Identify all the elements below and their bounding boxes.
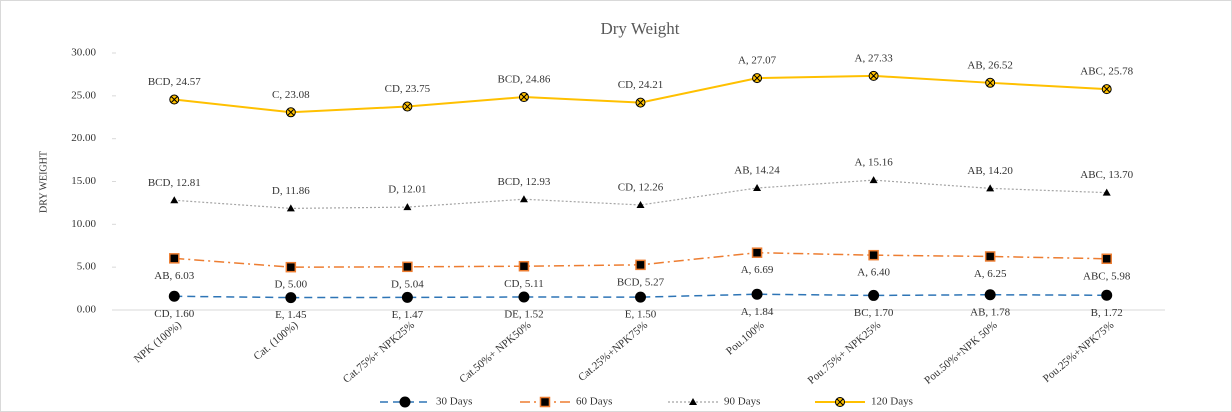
point: [518, 260, 530, 272]
y-tick-label: 30.00: [71, 47, 96, 59]
data-label: AB, 6.03: [154, 270, 195, 282]
data-label: AB, 1.78: [970, 306, 1011, 318]
chart-title: Dry Weight: [600, 19, 679, 38]
data-label: BC, 1.70: [854, 307, 894, 319]
point: [636, 200, 645, 208]
point: [285, 261, 297, 273]
data-label: AB, 26.52: [967, 59, 1013, 71]
data-label: CD, 24.21: [618, 79, 664, 91]
y-tick-label: 25.00: [71, 89, 96, 101]
point: [1101, 84, 1112, 95]
point: [635, 291, 646, 303]
data-label: CD, 1.60: [154, 308, 195, 320]
point: [519, 195, 528, 203]
data-label: CD, 5.11: [504, 278, 544, 290]
point: [168, 290, 180, 302]
data-label: D, 11.86: [272, 185, 310, 197]
point: [1101, 289, 1113, 301]
point: [402, 101, 413, 112]
data-label: A, 15.16: [855, 157, 894, 169]
legend-label: 60 Days: [576, 396, 612, 408]
data-label: C, 23.08: [272, 89, 310, 101]
data-label: BCD, 24.86: [498, 74, 551, 86]
point: [751, 288, 763, 300]
data-label: ABC, 5.98: [1083, 270, 1131, 282]
point: [985, 77, 996, 88]
data-label: BCD, 12.81: [148, 177, 201, 189]
point: [984, 289, 996, 301]
data-label: AB, 14.24: [734, 165, 780, 177]
point: [169, 94, 180, 105]
legend-marker: [399, 396, 411, 408]
point: [403, 203, 412, 211]
point: [1101, 253, 1112, 265]
point: [170, 196, 179, 204]
point: [402, 261, 413, 273]
point: [635, 259, 646, 271]
point: [753, 184, 762, 192]
y-tick-label: 5.00: [77, 261, 97, 273]
legend-label: 90 Days: [724, 396, 760, 408]
y-tick-label: 15.00: [71, 175, 96, 187]
data-label: DE, 1.52: [504, 309, 543, 321]
data-label: D, 12.01: [388, 184, 426, 196]
y-axis-label: DRY WEIGHT: [38, 151, 49, 213]
y-tick-label: 10.00: [71, 218, 96, 230]
legend-marker: [689, 398, 697, 405]
point: [285, 292, 297, 304]
legend-marker: [835, 397, 846, 407]
point: [868, 70, 879, 81]
data-label: E, 1.45: [275, 309, 307, 321]
data-label: CD, 12.26: [618, 182, 664, 194]
data-label: A, 1.84: [741, 306, 774, 318]
point: [984, 251, 996, 262]
data-label: D, 5.04: [391, 278, 424, 290]
y-tick-label: 20.00: [71, 132, 96, 144]
data-label: E, 1.50: [625, 309, 657, 321]
data-label: A, 27.07: [738, 55, 777, 67]
point: [169, 253, 180, 264]
data-label: A, 6.69: [741, 264, 774, 276]
data-label: BCD, 24.57: [148, 76, 201, 88]
point: [635, 97, 646, 108]
data-label: ABC, 13.70: [1080, 169, 1133, 181]
data-label: A, 6.25: [974, 268, 1007, 280]
point: [752, 73, 763, 84]
point: [868, 289, 880, 301]
point: [518, 291, 530, 303]
point: [868, 249, 879, 261]
data-label: A, 27.33: [855, 52, 894, 64]
data-label: D, 5.00: [274, 279, 307, 291]
point: [518, 92, 529, 103]
y-tick-label: 0.00: [77, 304, 97, 316]
point: [986, 184, 995, 192]
legend-label: 120 Days: [871, 396, 913, 408]
data-label: E, 1.47: [392, 309, 424, 321]
point: [1102, 188, 1111, 196]
data-label: A, 6.40: [857, 267, 890, 279]
point: [401, 291, 413, 303]
data-label: CD, 23.75: [385, 83, 431, 95]
legend-marker: [539, 396, 551, 408]
point: [751, 247, 763, 258]
point: [285, 107, 296, 118]
data-label: B, 1.72: [1091, 307, 1123, 319]
data-label: AB, 14.20: [967, 165, 1013, 177]
point: [286, 204, 295, 212]
data-label: BCD, 12.93: [498, 176, 551, 188]
point: [869, 176, 878, 184]
data-label: ABC, 25.78: [1080, 66, 1133, 78]
legend-label: 30 Days: [436, 396, 472, 408]
data-label: BCD, 5.27: [617, 276, 665, 288]
